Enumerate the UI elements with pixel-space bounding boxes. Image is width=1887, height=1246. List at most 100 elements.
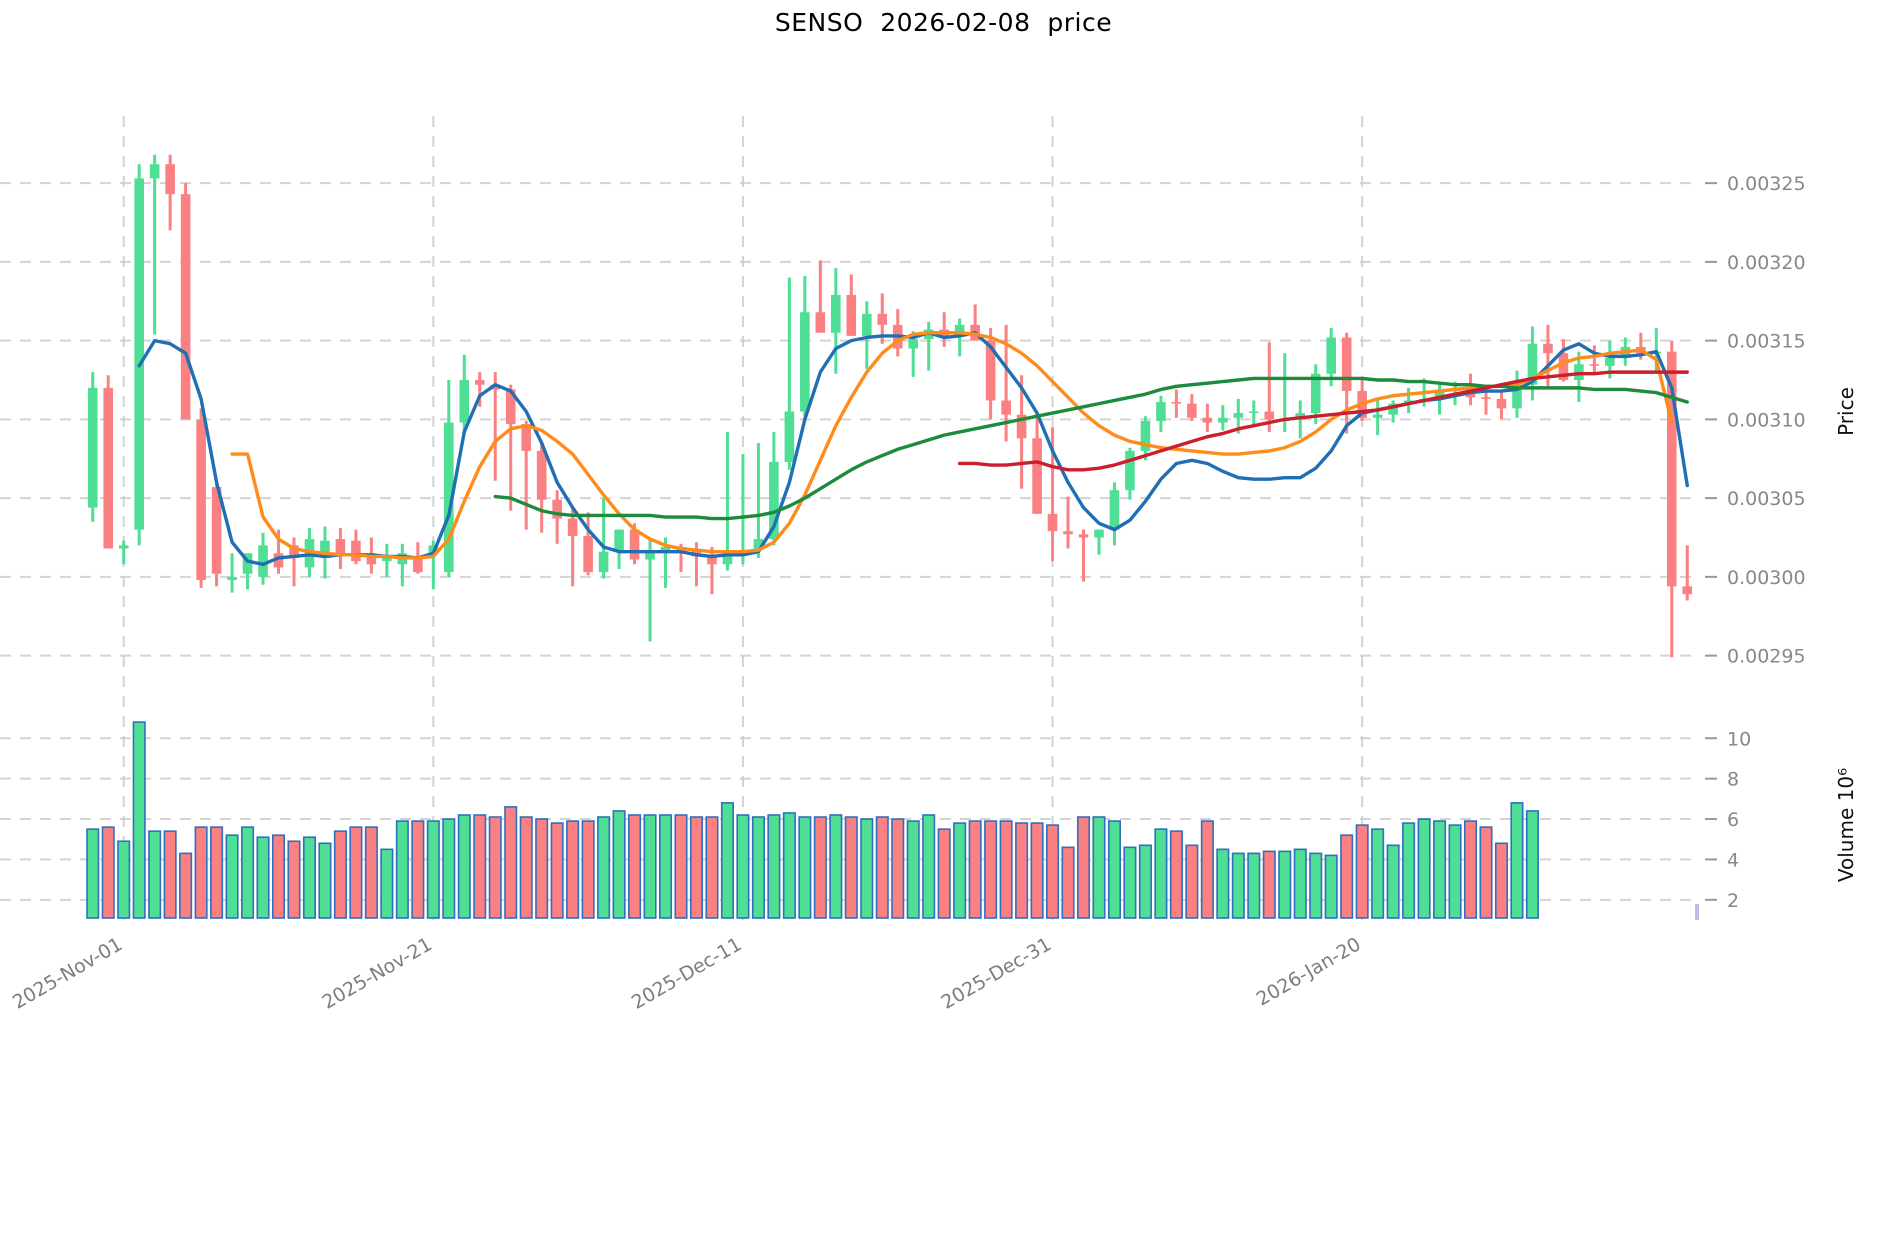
candlestick bbox=[892, 309, 903, 357]
volume-bar bbox=[674, 814, 688, 919]
candlestick bbox=[397, 543, 408, 587]
candle-body bbox=[1326, 337, 1337, 374]
candlestick bbox=[1496, 391, 1507, 420]
candlestick bbox=[1326, 328, 1337, 387]
candle-body bbox=[490, 384, 501, 390]
volume-bars-group bbox=[86, 721, 1539, 919]
volume-bar bbox=[1030, 822, 1044, 919]
date-tick-label: 2025-Nov-21 bbox=[318, 933, 435, 1013]
candle-body bbox=[459, 380, 470, 423]
candlestick bbox=[1310, 364, 1321, 425]
candlestick bbox=[1094, 529, 1104, 555]
volume-bar bbox=[1262, 850, 1276, 919]
volume-bar bbox=[813, 816, 827, 919]
candlesticks-group bbox=[87, 154, 1693, 658]
candlestick bbox=[722, 431, 733, 571]
volume-bar bbox=[271, 834, 286, 919]
volume-tick-label: 8 bbox=[1727, 769, 1739, 791]
volume-bar bbox=[1464, 820, 1478, 919]
candlestick bbox=[1156, 395, 1166, 432]
volume-bar bbox=[535, 818, 549, 919]
candle-body bbox=[211, 487, 222, 574]
candlestick bbox=[134, 164, 144, 546]
candle-body bbox=[87, 387, 98, 508]
volume-bar bbox=[117, 840, 131, 919]
candlestick bbox=[800, 276, 810, 420]
candle-body bbox=[1264, 411, 1275, 420]
volume-bar bbox=[1448, 824, 1462, 919]
candle-body bbox=[227, 576, 237, 581]
volume-bar bbox=[984, 820, 998, 919]
candle-body bbox=[536, 450, 547, 500]
candle-body bbox=[552, 499, 562, 519]
candlestick bbox=[474, 372, 485, 407]
candle-body bbox=[660, 546, 671, 551]
volume-bar bbox=[1386, 844, 1400, 919]
volume-bar bbox=[689, 816, 704, 919]
volume-bar bbox=[426, 820, 440, 919]
candlestick bbox=[939, 312, 949, 347]
candle-body bbox=[382, 556, 392, 562]
volume-bar bbox=[349, 826, 363, 919]
volume-bar bbox=[1417, 818, 1431, 919]
volume-bar bbox=[968, 820, 982, 919]
candle-body bbox=[1032, 438, 1042, 514]
candle-body bbox=[1094, 529, 1104, 538]
candle-body bbox=[366, 553, 377, 565]
volume-tick-label: 10 bbox=[1727, 728, 1751, 750]
candlestick bbox=[583, 512, 593, 576]
candle-body bbox=[1233, 413, 1244, 418]
candlestick bbox=[861, 301, 872, 369]
candle-body bbox=[1156, 402, 1166, 421]
candle-body bbox=[134, 178, 144, 530]
volume-bar bbox=[999, 820, 1013, 919]
candle-body bbox=[1001, 400, 1011, 415]
candlestick bbox=[1589, 345, 1600, 374]
candlestick bbox=[707, 546, 717, 595]
volume-bar bbox=[302, 836, 316, 919]
volume-bar bbox=[581, 820, 595, 919]
ma-line-ma-mid bbox=[230, 331, 1674, 560]
candle-body bbox=[1496, 398, 1507, 409]
candlestick bbox=[923, 321, 934, 371]
volume-bar bbox=[767, 814, 781, 919]
candle-body bbox=[784, 411, 795, 462]
candle-body bbox=[1527, 343, 1538, 385]
volume-bar bbox=[782, 812, 796, 919]
volume-bar bbox=[1247, 852, 1261, 919]
volume-bar bbox=[1061, 846, 1075, 919]
date-tick-label: 2025-Dec-11 bbox=[628, 933, 746, 1014]
volume-bar bbox=[720, 802, 734, 919]
volume-bar bbox=[1231, 852, 1245, 919]
candlestick bbox=[815, 260, 826, 333]
volume-bar bbox=[1293, 848, 1307, 919]
ma-line-ma-slowest bbox=[957, 370, 1689, 472]
chart-title: SENSO 2026-02-08 price bbox=[774, 8, 1113, 37]
candle-body bbox=[1125, 450, 1135, 491]
volume-bar bbox=[612, 810, 626, 919]
candle-body bbox=[985, 340, 996, 401]
candlestick bbox=[490, 372, 501, 481]
candlestick bbox=[1032, 413, 1042, 514]
candle-body bbox=[1558, 353, 1569, 380]
candle-body bbox=[149, 164, 160, 179]
candlestick bbox=[552, 490, 562, 544]
volume-bar bbox=[1355, 824, 1369, 919]
volume-bar bbox=[488, 816, 502, 919]
volume-bar bbox=[1494, 842, 1509, 919]
candle-body bbox=[877, 313, 888, 325]
candlestick bbox=[738, 454, 748, 565]
volume-bar bbox=[194, 826, 208, 919]
candle-body bbox=[908, 339, 919, 349]
moving-averages-group bbox=[137, 331, 1689, 566]
candle-body bbox=[583, 535, 593, 573]
candle-body bbox=[598, 551, 609, 573]
price-tick-label: 0.00325 bbox=[1727, 173, 1806, 195]
volume-bar bbox=[628, 814, 642, 919]
candle-body bbox=[1063, 531, 1073, 535]
volume-tick-label: 6 bbox=[1727, 809, 1739, 831]
candlestick bbox=[598, 498, 609, 579]
candlestick bbox=[567, 507, 578, 587]
volume-bar bbox=[473, 814, 487, 919]
